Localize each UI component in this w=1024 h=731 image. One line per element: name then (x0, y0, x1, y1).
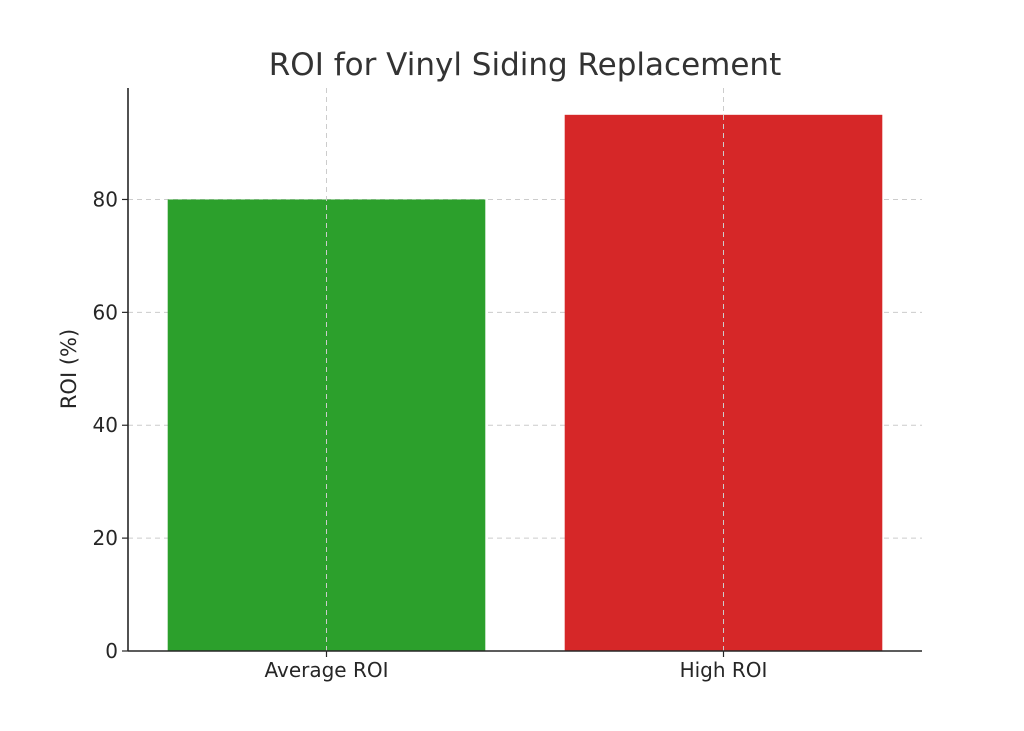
axes (122, 88, 922, 657)
x-tick-labels: Average ROI High ROI (264, 658, 767, 682)
y-tick-label-20: 20 (93, 526, 118, 550)
y-axis-label: ROI (%) (57, 329, 81, 409)
y-tick-label-60: 60 (93, 300, 118, 324)
bars (167, 114, 883, 652)
y-tick-label-40: 40 (93, 413, 118, 437)
x-tick-label-average-roi: Average ROI (264, 658, 388, 682)
y-tick-label-0: 0 (105, 639, 118, 663)
chart-title: ROI for Vinyl Siding Replacement (269, 47, 781, 83)
y-tick-labels: 0 20 40 60 80 (93, 187, 118, 663)
x-tick-label-high-roi: High ROI (680, 658, 768, 682)
y-tick-label-80: 80 (93, 187, 118, 211)
vertical-grid-lines (326, 88, 724, 651)
bar-high-roi (564, 114, 883, 652)
